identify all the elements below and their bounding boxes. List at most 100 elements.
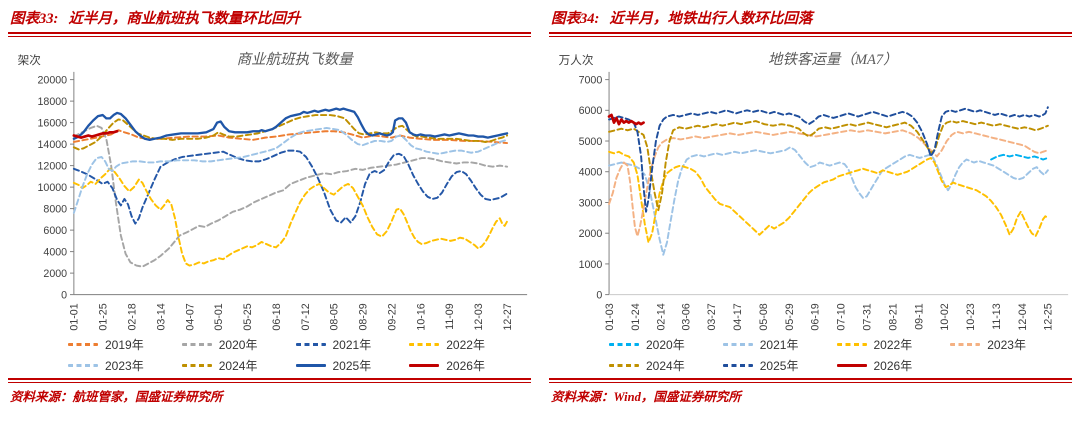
svg-text:18000: 18000 bbox=[37, 96, 67, 108]
legend-line-sample-icon bbox=[409, 364, 440, 368]
figure-title: 近半月，地铁出行人数环比回落 bbox=[609, 11, 813, 27]
legend-label: 2024年 bbox=[646, 359, 685, 374]
legend-line-sample-icon bbox=[950, 343, 981, 347]
figure-title: 近半月，商业航班执飞数量环比回升 bbox=[68, 11, 301, 27]
flights-line-chart: 商业航班执飞数量 架次 0 2000 4000 6000 8000 10000 12000 140… bbox=[18, 51, 528, 331]
svg-text:06-18: 06-18 bbox=[271, 303, 283, 330]
svg-text:4000: 4000 bbox=[43, 246, 67, 258]
svg-text:6000: 6000 bbox=[43, 225, 67, 237]
legend-line-sample-icon bbox=[609, 343, 639, 347]
legend-label: 2023年 bbox=[105, 359, 144, 374]
svg-text:08-29: 08-29 bbox=[358, 303, 370, 330]
subway-legend: 2020年 2021年 2022年 2023年 2024年 2025年 2026年 bbox=[549, 335, 1072, 376]
figure-number: 图表33: bbox=[10, 11, 59, 27]
svg-text:万人次: 万人次 bbox=[559, 53, 594, 67]
svg-text:8000: 8000 bbox=[43, 203, 67, 215]
legend-label: 2020年 bbox=[218, 338, 258, 353]
panel-subway: 图表34: 近半月，地铁出行人数环比回落 地铁客运量（MA7） 万人次 0 1000 20… bbox=[549, 4, 1072, 405]
svg-text:07-31: 07-31 bbox=[862, 303, 874, 330]
svg-text:01-24: 01-24 bbox=[630, 303, 642, 330]
svg-text:10-16: 10-16 bbox=[415, 303, 427, 330]
legend-item-2021年: 2021年 bbox=[295, 336, 410, 353]
legend-item-2025年: 2025年 bbox=[295, 357, 410, 374]
panel-flights: 图表33: 近半月，商业航班执飞数量环比回升 商业航班执飞数量 架次 0 2000 400… bbox=[8, 4, 531, 405]
svg-text:14000: 14000 bbox=[37, 139, 67, 151]
svg-text:03-27: 03-27 bbox=[706, 303, 718, 330]
svg-text:11-13: 11-13 bbox=[991, 303, 1003, 330]
svg-text:10000: 10000 bbox=[37, 182, 67, 194]
svg-text:0: 0 bbox=[61, 289, 67, 301]
legend-item-2022年: 2022年 bbox=[836, 336, 951, 353]
legend-line-sample-icon bbox=[68, 364, 98, 368]
svg-text:01-03: 01-03 bbox=[604, 303, 616, 330]
footer-rule bbox=[8, 378, 531, 384]
subway-line-chart: 地铁客运量（MA7） 万人次 0 1000 2000 3000 4000 5000 6000 70… bbox=[559, 51, 1069, 331]
legend-item-2020年: 2020年 bbox=[609, 336, 723, 353]
figure-number: 图表34: bbox=[551, 11, 600, 27]
legend-label: 2022年 bbox=[873, 338, 913, 353]
legend-label: 2025年 bbox=[332, 359, 372, 374]
legend-item-2023年: 2023年 bbox=[68, 357, 182, 374]
svg-text:03-14: 03-14 bbox=[155, 303, 167, 330]
svg-text:02-18: 02-18 bbox=[126, 303, 138, 330]
svg-text:12-04: 12-04 bbox=[1017, 303, 1029, 330]
svg-text:4000: 4000 bbox=[579, 167, 603, 179]
legend-item-2019年: 2019年 bbox=[68, 336, 182, 353]
legend-label: 2024年 bbox=[218, 359, 258, 374]
svg-text:商业航班执飞数量: 商业航班执飞数量 bbox=[237, 51, 355, 68]
svg-text:10-23: 10-23 bbox=[965, 303, 977, 330]
legend-label: 2022年 bbox=[446, 338, 485, 353]
svg-text:1000: 1000 bbox=[579, 259, 603, 271]
legend-line-sample-icon bbox=[836, 343, 867, 347]
legend-line-sample-icon bbox=[68, 343, 98, 347]
svg-text:2000: 2000 bbox=[43, 268, 67, 280]
legend-line-sample-icon bbox=[295, 343, 326, 347]
svg-text:5000: 5000 bbox=[579, 136, 603, 148]
svg-text:16000: 16000 bbox=[37, 117, 67, 129]
svg-text:20000: 20000 bbox=[37, 74, 67, 86]
svg-text:地铁客运量（MA7）: 地铁客运量（MA7） bbox=[768, 51, 898, 68]
legend-line-sample-icon bbox=[181, 343, 212, 347]
legend-line-sample-icon bbox=[295, 364, 326, 368]
svg-text:2000: 2000 bbox=[579, 228, 603, 240]
legend-item-2024年: 2024年 bbox=[181, 357, 296, 374]
svg-text:11-09: 11-09 bbox=[444, 303, 456, 330]
legend-label: 2025年 bbox=[759, 359, 799, 374]
legend-line-sample-icon bbox=[722, 364, 753, 368]
svg-text:09-22: 09-22 bbox=[386, 303, 398, 330]
svg-text:3000: 3000 bbox=[579, 197, 603, 209]
legend-item-2025年: 2025年 bbox=[722, 357, 837, 374]
flights-legend: 2019年 2020年 2021年 2022年 2023年 2024年 2025年 2026年 bbox=[8, 335, 531, 376]
source-note-flights: 资料来源：航班管家，国盛证券研究所 bbox=[10, 390, 223, 405]
figure-header-flights: 图表33: 近半月，商业航班执飞数量环比回升 bbox=[8, 4, 531, 32]
legend-line-sample-icon bbox=[836, 364, 867, 368]
svg-text:08-05: 08-05 bbox=[329, 303, 341, 330]
svg-text:03-06: 03-06 bbox=[680, 303, 692, 330]
report-figures-row: 图表33: 近半月，商业航班执飞数量环比回升 商业航班执飞数量 架次 0 2000 400… bbox=[8, 4, 1072, 405]
legend-line-sample-icon bbox=[722, 343, 753, 347]
svg-text:07-10: 07-10 bbox=[836, 303, 848, 330]
legend-line-sample-icon bbox=[409, 343, 440, 347]
svg-text:12-25: 12-25 bbox=[1043, 303, 1055, 330]
legend-label: 2019年 bbox=[105, 338, 144, 353]
svg-text:12-27: 12-27 bbox=[502, 303, 514, 330]
legend-item-2020年: 2020年 bbox=[181, 336, 296, 353]
legend-label: 2021年 bbox=[332, 338, 372, 353]
legend-label: 2023年 bbox=[987, 338, 1026, 353]
header-rule bbox=[8, 32, 531, 37]
svg-text:02-14: 02-14 bbox=[656, 303, 668, 330]
svg-text:01-25: 01-25 bbox=[98, 303, 110, 330]
svg-text:0: 0 bbox=[596, 289, 602, 301]
legend-line-sample-icon bbox=[181, 364, 212, 368]
legend-item-2022年: 2022年 bbox=[409, 336, 523, 353]
legend-item-2026年: 2026年 bbox=[409, 357, 523, 374]
legend-label: 2021年 bbox=[759, 338, 799, 353]
legend-label: 2026年 bbox=[873, 359, 913, 374]
svg-text:05-08: 05-08 bbox=[758, 303, 770, 330]
svg-text:6000: 6000 bbox=[579, 105, 603, 117]
svg-text:01-01: 01-01 bbox=[69, 303, 81, 330]
svg-text:05-01: 05-01 bbox=[213, 303, 225, 330]
legend-label: 2020年 bbox=[646, 338, 685, 353]
figure-header-subway: 图表34: 近半月，地铁出行人数环比回落 bbox=[549, 4, 1072, 32]
svg-text:05-29: 05-29 bbox=[784, 303, 796, 330]
